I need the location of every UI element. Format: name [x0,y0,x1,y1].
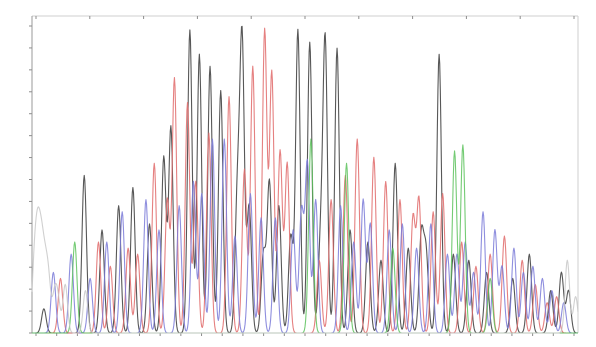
series-trace [32,25,579,334]
series-trace [31,206,579,334]
